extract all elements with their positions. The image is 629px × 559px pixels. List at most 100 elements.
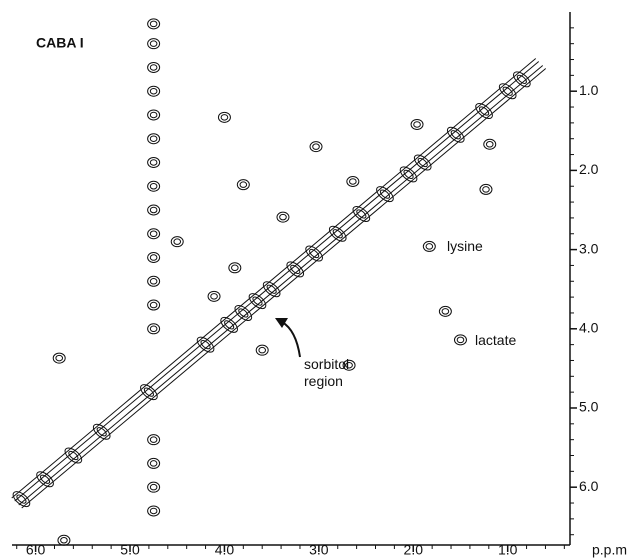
contour-ring (55, 354, 64, 362)
contour-ring (143, 387, 154, 397)
contour-ring (286, 261, 305, 278)
contour-ring (149, 135, 158, 142)
annotation: lysine (447, 238, 483, 254)
peak (453, 334, 467, 346)
peak (438, 305, 452, 317)
contour-ring (456, 336, 465, 344)
contour-ring (149, 64, 158, 71)
peak (207, 290, 221, 302)
contour-ring (149, 87, 158, 95)
contour-ring (228, 262, 242, 274)
annotation: lactate (475, 332, 517, 348)
contour-ring (96, 427, 107, 437)
contour-ring (224, 320, 235, 330)
contour-ring (149, 111, 158, 119)
contour-ring (149, 230, 158, 238)
diagonal-ridge (18, 65, 544, 506)
peak (236, 179, 250, 191)
contour-ring (475, 103, 493, 119)
peak (498, 83, 517, 100)
contour-ring (483, 138, 497, 150)
contour-ring (479, 106, 490, 116)
contour-ring (328, 225, 347, 242)
contour-ring (147, 228, 161, 240)
peak (309, 141, 323, 153)
y-tick-label: 2.0 (579, 161, 599, 177)
contour-ring (147, 180, 161, 192)
peak (513, 71, 531, 88)
contour-ring (147, 299, 161, 311)
contour-ring (239, 181, 248, 188)
contour-ring (332, 229, 343, 239)
peak (170, 236, 184, 248)
peak (147, 133, 161, 145)
contour-ring (207, 290, 221, 302)
contour-ring (147, 434, 161, 446)
contour-ring (60, 536, 68, 544)
contour-ring (149, 20, 158, 28)
peak (475, 103, 493, 119)
contour-ring (149, 206, 158, 214)
contour-ring (305, 245, 323, 262)
contour-ring (309, 141, 323, 153)
contour-ring (255, 344, 269, 356)
contour-ring (149, 325, 158, 333)
contour-ring (149, 159, 158, 166)
peak (92, 423, 111, 440)
contour-ring (220, 114, 229, 121)
contour-ring (149, 483, 158, 491)
peak (217, 111, 231, 123)
contour-ring (352, 205, 371, 222)
annotation: sorbitol region (304, 356, 350, 389)
contour-ring (441, 308, 450, 315)
contour-ring (279, 213, 287, 221)
contour-ring (453, 334, 467, 346)
peak (276, 211, 290, 223)
contour-ring (36, 471, 54, 488)
contour-ring (413, 121, 421, 128)
x-tick-label: 3.0 (309, 542, 329, 558)
y-tick-label: 3.0 (579, 240, 599, 256)
peak (147, 85, 161, 97)
peak (147, 434, 161, 446)
y-tick-label: 6.0 (579, 478, 599, 494)
contour-ring (403, 169, 414, 179)
contour-ring (200, 340, 211, 350)
peak (147, 156, 161, 168)
contour-ring (52, 352, 66, 364)
peak (262, 281, 281, 298)
contour-ring (252, 296, 263, 306)
contour-ring (482, 186, 490, 193)
x-tick-label: 2.0 (404, 542, 424, 558)
contour-ring (173, 238, 182, 245)
peak (147, 61, 161, 73)
contour-ring (513, 71, 531, 88)
diagonal-ridge (21, 68, 547, 509)
contour-ring (345, 361, 353, 369)
contour-ring (147, 133, 161, 145)
contour-ring (262, 281, 281, 298)
contour-ring (356, 209, 367, 219)
peak (413, 154, 432, 171)
peak (52, 352, 66, 364)
chart-title: CABA I (36, 35, 84, 51)
x-tick-label: 5.0 (120, 542, 140, 558)
contour-ring (170, 236, 184, 248)
contour-ring (379, 189, 391, 199)
x-unit-label: p.p.m (592, 542, 627, 558)
peak (147, 180, 161, 192)
contour-ring (147, 252, 161, 264)
contour-ring (210, 293, 218, 300)
arrow-head (275, 318, 288, 328)
y-tick-label: 4.0 (579, 319, 599, 335)
peak (346, 175, 360, 187)
diagonal-ridge (14, 61, 540, 502)
peak (483, 138, 497, 150)
peak (147, 481, 161, 493)
peak (147, 457, 161, 469)
contour-ring (147, 275, 161, 287)
contour-ring (68, 450, 79, 461)
contour-ring (92, 423, 111, 440)
contour-ring (147, 61, 161, 73)
